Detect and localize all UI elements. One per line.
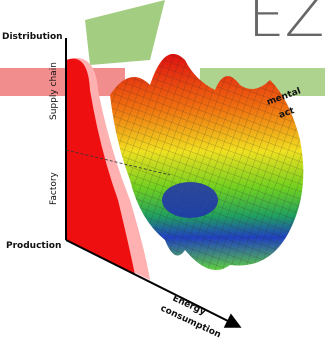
pink-band	[0, 68, 125, 96]
surface-valley	[162, 182, 218, 218]
axis-label: Distribution	[2, 32, 63, 42]
green-shape	[85, 0, 165, 65]
axis-label: Supply chain	[49, 62, 59, 120]
illustration: EZC Distribution Supply chain Factory Pr…	[0, 0, 325, 342]
axis-label: Factory	[49, 171, 59, 205]
axis-label: Production	[6, 241, 61, 251]
watermark: EZC	[248, 0, 325, 50]
